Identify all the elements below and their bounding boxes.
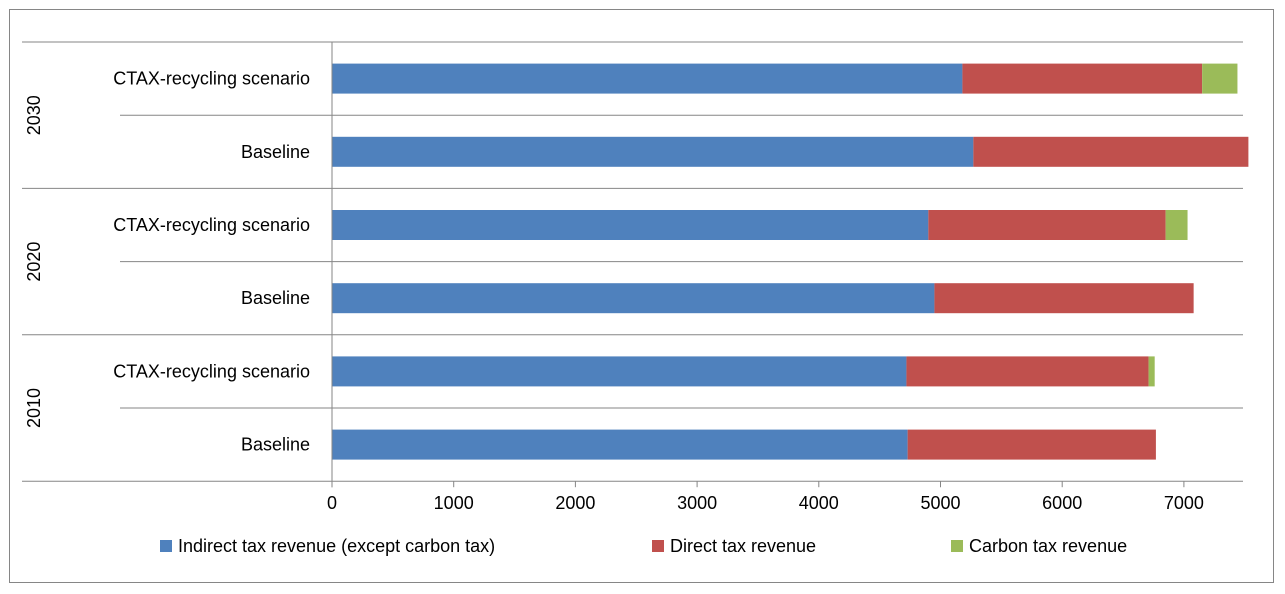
bar-indirect (332, 136, 974, 167)
bar-direct (934, 283, 1194, 314)
chart-frame: CTAX-recycling scenario Baseline CTAX-recy… (9, 9, 1274, 583)
x-tick-label: 4000 (799, 493, 839, 513)
bar-direct (907, 429, 1156, 460)
legend-label: Indirect tax revenue (except carbon tax) (178, 536, 495, 556)
category-label: Baseline (241, 435, 310, 455)
bar-direct (973, 136, 1249, 167)
category-label: Baseline (241, 142, 310, 162)
legend-label: Carbon tax revenue (969, 536, 1127, 556)
group-label: 2030 (24, 95, 44, 135)
bar-carbon (1165, 210, 1188, 240)
legend-label: Direct tax revenue (670, 536, 816, 556)
bar-direct (928, 210, 1166, 240)
bar-carbon (1148, 356, 1155, 387)
legend-swatch (652, 540, 664, 552)
category-label: Baseline (241, 288, 310, 308)
category-label: CTAX-recycling scenario (113, 69, 310, 89)
x-tick-label: 3000 (677, 493, 717, 513)
category-label: CTAX-recycling scenario (113, 361, 310, 381)
stacked-bar-chart: CTAX-recycling scenario Baseline CTAX-recy… (22, 41, 1249, 556)
legend-swatch (160, 540, 172, 552)
bar-carbon (1202, 63, 1238, 94)
x-tick-label: 1000 (434, 493, 474, 513)
bar-direct (906, 356, 1149, 387)
x-tick-label: 6000 (1042, 493, 1082, 513)
group-label: 2020 (24, 242, 44, 282)
bar-indirect (332, 283, 935, 314)
x-tick-label: 5000 (920, 493, 960, 513)
x-tick-label: 0 (327, 493, 337, 513)
bar-indirect (332, 356, 907, 387)
legend-swatch (951, 540, 963, 552)
bar-direct (962, 63, 1203, 94)
x-tick-label: 2000 (555, 493, 595, 513)
category-label: CTAX-recycling scenario (113, 215, 310, 235)
bar-indirect (332, 429, 908, 460)
x-tick-label: 7000 (1164, 493, 1204, 513)
bar-indirect (332, 210, 929, 240)
bar-indirect (332, 63, 963, 94)
group-label: 2010 (24, 388, 44, 428)
